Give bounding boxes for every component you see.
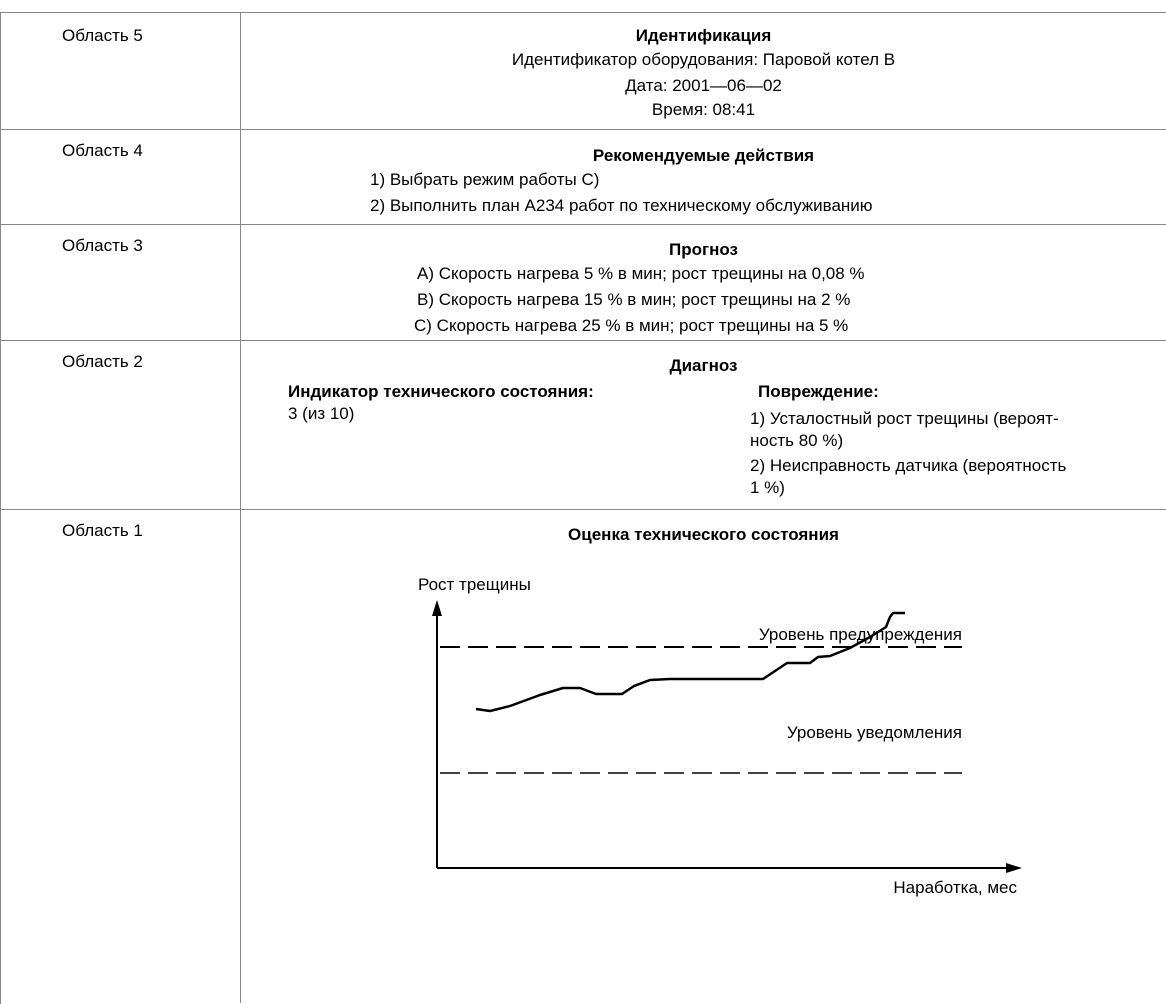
y-axis-arrow-icon (432, 600, 442, 616)
area2-title: Диагноз (669, 356, 738, 375)
row-divider-4-3 (0, 224, 1166, 225)
column-divider (240, 12, 241, 1003)
area2-label: Область 2 (62, 352, 143, 371)
area3-title: Прогноз (669, 240, 738, 259)
indicator-value: 3 (из 10) (288, 404, 355, 423)
notice-level-label: Уровень уведомления (787, 723, 962, 742)
action-item: 1) Выбрать режим работы С) (370, 170, 600, 189)
report-time: Время: 08:41 (651, 100, 756, 119)
damage-heading: Повреждение: (758, 382, 879, 401)
action-item: 2) Выполнить план А234 работ по техничес… (370, 196, 873, 215)
area5-title: Идентификация (635, 26, 772, 45)
row-divider-3-2 (0, 340, 1166, 341)
damage-line: 2) Неисправность датчика (вероятность (750, 456, 1067, 475)
row-divider-2-1 (0, 509, 1166, 510)
indicator-heading: Индикатор технического состояния: (288, 382, 594, 401)
area5-label: Область 5 (62, 26, 143, 45)
forecast-item: С) Скорость нагрева 25 % в мин; рост тре… (414, 316, 849, 335)
report-date: Дата: 2001—06—02 (625, 76, 782, 95)
area3-label: Область 3 (62, 236, 143, 255)
area4-title: Рекомендуемые действия (592, 146, 815, 165)
report-frame (0, 12, 1166, 1004)
warning-level-label: Уровень предупреждения (759, 625, 962, 644)
row-divider-5-4 (0, 129, 1166, 130)
area4-label: Область 4 (62, 141, 143, 160)
x-axis-arrow-icon (1006, 863, 1022, 873)
damage-line: 1) Усталостный рост трещины (вероят- (750, 409, 1059, 428)
area1-label: Область 1 (62, 521, 143, 540)
x-axis-label: Наработка, мес (893, 878, 1017, 897)
equipment-id: Идентификатор оборудования: Паровой коте… (511, 50, 896, 69)
damage-line: 1 %) (750, 478, 785, 497)
damage-line: ность 80 %) (750, 431, 844, 450)
y-axis-label: Рост трещины (418, 575, 531, 594)
forecast-item: А) Скорость нагрева 5 % в мин; рост трещ… (417, 264, 865, 283)
area1-title: Оценка технического состояния (568, 525, 839, 544)
forecast-item: В) Скорость нагрева 15 % в мин; рост тре… (417, 290, 851, 309)
crack-growth-series-line (475, 611, 905, 713)
